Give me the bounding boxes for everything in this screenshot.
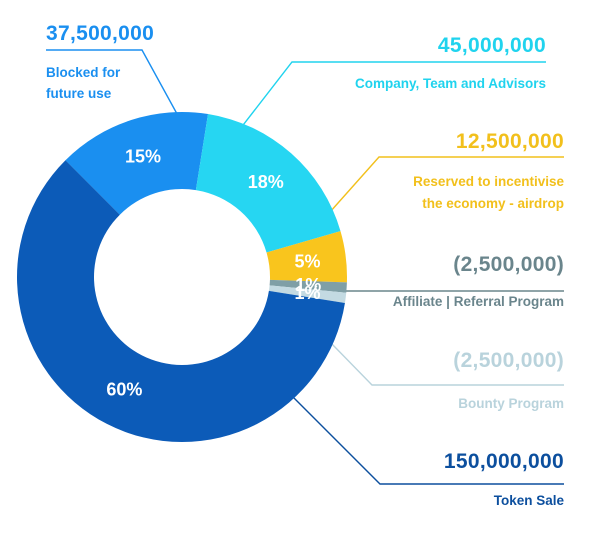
slice-bounty-program: [268, 285, 347, 304]
slice-blocked-for-future-use: [65, 112, 209, 215]
percent-label-company-team-and-advisors: 18%: [248, 172, 284, 192]
slice-token-sale: [16, 160, 345, 442]
label-affiliate-referral-program-line-1: Affiliate | Referral Program: [393, 294, 564, 309]
leader-line-bounty-program: [329, 341, 564, 386]
slice-reserved-to-incentivise-the-economy-airdrop: [266, 231, 347, 283]
amount-affiliate-referral-program: (2,500,000): [453, 253, 564, 276]
label-token-sale-line-1: Token Sale: [494, 493, 565, 508]
label-blocked-for-future-use-line-1: Blocked for: [46, 65, 121, 80]
slice-affiliate-referral-program: [269, 279, 347, 293]
label-blocked-for-future-use-line-2: future use: [46, 86, 112, 101]
percent-label-blocked-for-future-use: 15%: [125, 147, 161, 167]
amount-blocked-for-future-use: 37,500,000: [46, 22, 154, 45]
label-bounty-program-line-1: Bounty Program: [458, 396, 564, 411]
label-company-team-and-advisors-line-1: Company, Team and Advisors: [355, 76, 546, 91]
leader-line-reserved-to-incentivise-the-economy-airdrop: [329, 156, 564, 213]
percent-label-token-sale: 60%: [106, 380, 142, 400]
amount-token-sale: 150,000,000: [444, 450, 564, 473]
percent-labels: 15% 18% 5% 1%1% 60%: [106, 147, 321, 400]
leader-line-company-team-and-advisors: [239, 61, 546, 130]
percent-label-reserved-to-incentivise-the-economy-airdrop: 5%: [295, 251, 321, 271]
label-reserved-to-incentivise-the-economy-airdrop-line-2: the economy - airdrop: [422, 196, 564, 211]
leader-line-blocked-for-future-use: [46, 49, 183, 124]
percent-label-affiliate-referral-program: 1%: [295, 275, 321, 295]
slice-company-team-and-advisors: [195, 114, 341, 253]
leader-lines: [46, 49, 564, 485]
amount-reserved-to-incentivise-the-economy-airdrop: 12,500,000: [456, 130, 564, 153]
amount-company-team-and-advisors: 45,000,000: [438, 34, 546, 57]
leader-line-token-sale: [285, 389, 564, 485]
donut-slices: [16, 112, 347, 442]
slice-callouts: 37,500,000 Blocked for future use 45,000,00…: [46, 22, 564, 508]
label-reserved-to-incentivise-the-economy-airdrop-line-1: Reserved to incentivise: [413, 174, 564, 189]
percent-label-bounty-program: 1%: [294, 283, 320, 303]
amount-bounty-program: (2,500,000): [453, 349, 564, 372]
